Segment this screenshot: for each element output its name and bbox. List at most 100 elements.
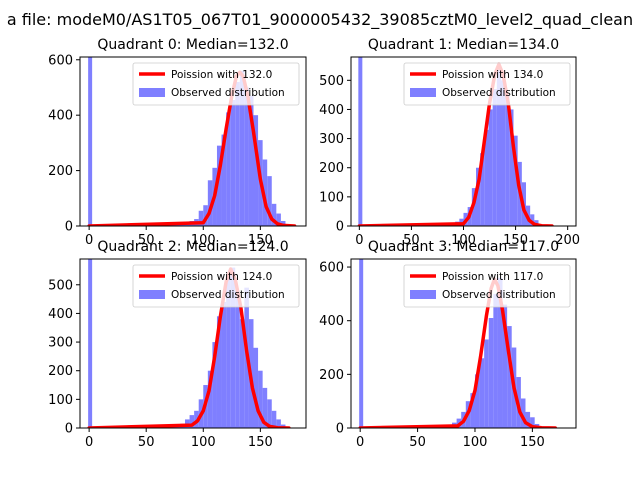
x-tick-label: 100 bbox=[191, 435, 216, 450]
legend-label-poisson: Poission with 117.0 bbox=[442, 271, 543, 283]
hist-bar bbox=[216, 145, 222, 226]
hist-bar bbox=[496, 68, 501, 226]
y-tick-label: 0 bbox=[336, 220, 344, 235]
y-tick-label: 600 bbox=[48, 53, 73, 68]
hist-bar bbox=[276, 419, 281, 428]
x-tick-label: 50 bbox=[138, 435, 155, 450]
legend-label-poisson: Poission with 132.0 bbox=[171, 69, 272, 81]
axes-frame bbox=[79, 258, 307, 429]
x-tick-label: 0 bbox=[356, 435, 364, 450]
y-tick-label: 400 bbox=[319, 314, 344, 329]
y-tick-label: 300 bbox=[319, 132, 344, 147]
legend-swatch-observed bbox=[410, 290, 436, 299]
hist-bar bbox=[493, 293, 498, 428]
hist-bar bbox=[267, 399, 272, 428]
x-tick-label: 0 bbox=[355, 233, 363, 248]
hist-bar-spike bbox=[88, 57, 93, 226]
hist-bar-spike bbox=[88, 259, 93, 428]
legend-label-observed: Observed distribution bbox=[442, 289, 556, 301]
y-tick-label: 0 bbox=[65, 220, 73, 235]
hist-bar bbox=[488, 109, 493, 226]
figure-suptitle: a file: modeM0/AS1T05_067T01_9000005432_… bbox=[7, 10, 633, 30]
hist-bar bbox=[230, 267, 236, 428]
x-tick-label: 150 bbox=[520, 435, 545, 450]
hist-bar bbox=[480, 153, 485, 226]
hist-bar bbox=[271, 410, 277, 428]
hist-bar bbox=[230, 99, 236, 226]
x-tick-label: 150 bbox=[248, 435, 273, 450]
plot-area bbox=[357, 57, 554, 226]
hist-bar bbox=[470, 393, 475, 428]
x-tick-label: 50 bbox=[138, 233, 155, 248]
y-tick-label: 100 bbox=[48, 393, 73, 408]
legend-swatch-observed bbox=[139, 290, 165, 299]
x-tick-label: 50 bbox=[409, 435, 426, 450]
legend-label-observed: Observed distribution bbox=[171, 289, 285, 301]
hist-bar bbox=[207, 370, 213, 428]
hist-bar bbox=[530, 214, 535, 226]
x-tick-label: 100 bbox=[463, 435, 488, 450]
hist-bar bbox=[513, 135, 518, 226]
panel-0: 0 50 100 150 0 200 400 600 Quadrant 0: Median=13… bbox=[48, 37, 307, 248]
panel-title: Quadrant 2: Median=124.0 bbox=[97, 239, 288, 255]
hist-bar bbox=[497, 277, 503, 428]
x-tick-label: 200 bbox=[555, 233, 580, 248]
hist-bar bbox=[244, 87, 249, 226]
hist-bar bbox=[235, 81, 240, 226]
legend-box bbox=[403, 62, 571, 106]
axes-frame bbox=[79, 56, 307, 227]
hist-bar bbox=[530, 417, 535, 428]
panel-title: Quadrant 0: Median=132.0 bbox=[97, 37, 288, 53]
hist-bar bbox=[525, 411, 531, 428]
hist-bar bbox=[175, 224, 181, 226]
hist-bar bbox=[239, 319, 245, 428]
hist-bar bbox=[239, 70, 245, 226]
x-tick-label: 100 bbox=[191, 233, 216, 248]
legend-box bbox=[132, 264, 300, 308]
legend-label-poisson: Poission with 124.0 bbox=[171, 271, 272, 283]
y-tick-label: 200 bbox=[48, 364, 73, 379]
hist-bar bbox=[492, 89, 497, 226]
x-tick-label: 150 bbox=[248, 233, 273, 248]
panel-3: 0 50 100 150 0 200 400 600 Quadrant 3: Median=11… bbox=[319, 239, 577, 450]
y-tick-label: 200 bbox=[319, 161, 344, 176]
y-tick-label: 300 bbox=[48, 336, 73, 351]
legend-swatch-observed bbox=[410, 88, 436, 97]
hist-bar bbox=[474, 374, 480, 428]
hist-bar bbox=[505, 94, 510, 226]
legend-label-poisson: Poission with 134.0 bbox=[442, 69, 543, 81]
y-tick-label: 200 bbox=[319, 368, 344, 383]
hist-bar bbox=[253, 115, 259, 226]
axes-frame bbox=[350, 258, 577, 429]
panel-2: 0 50 100 150 0 100 200 300 400 500 Quadrant 2: Med… bbox=[48, 239, 307, 450]
hist-bar bbox=[501, 80, 506, 226]
y-tick-label: 400 bbox=[48, 307, 73, 322]
hist-bar bbox=[267, 176, 272, 226]
hist-bar bbox=[502, 304, 508, 428]
hist-bar bbox=[520, 398, 526, 428]
hist-bar bbox=[216, 316, 222, 428]
y-tick-label: 0 bbox=[336, 422, 344, 437]
y-tick-label: 0 bbox=[65, 422, 73, 437]
hist-bar-spike bbox=[359, 259, 364, 428]
hist-bar bbox=[189, 415, 195, 428]
plot-area bbox=[87, 57, 297, 226]
hist-bar bbox=[226, 276, 231, 428]
hist-bar bbox=[226, 112, 231, 226]
y-tick-label: 400 bbox=[48, 109, 73, 124]
panel-title: Quadrant 1: Median=134.0 bbox=[368, 37, 559, 53]
legend-box bbox=[403, 264, 571, 308]
legend-label-observed: Observed distribution bbox=[171, 87, 285, 99]
hist-bar-spike bbox=[358, 57, 363, 226]
y-tick-label: 600 bbox=[319, 261, 344, 276]
hist-bar bbox=[488, 318, 494, 428]
hist-bar bbox=[479, 358, 485, 428]
hist-bar bbox=[262, 387, 268, 428]
hist-bar bbox=[203, 205, 208, 226]
hist-bar bbox=[507, 326, 512, 428]
legend-box bbox=[132, 62, 300, 106]
legend-label-observed: Observed distribution bbox=[442, 87, 556, 99]
panel-1: 0 50 100 150 200 0 100 200 300 400 500 Quadrant 1: … bbox=[319, 37, 580, 248]
hist-bar bbox=[484, 339, 489, 428]
